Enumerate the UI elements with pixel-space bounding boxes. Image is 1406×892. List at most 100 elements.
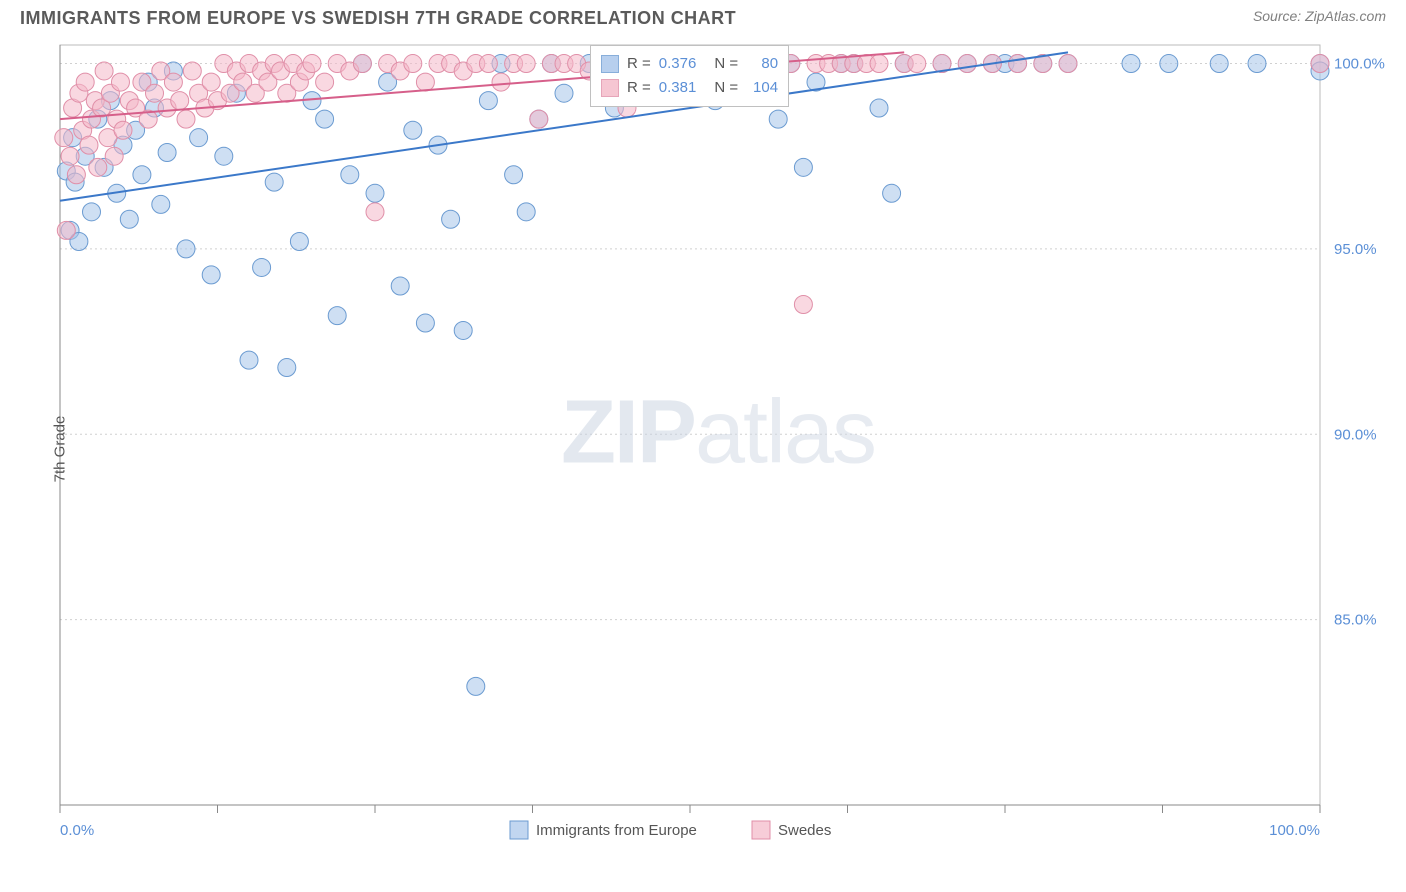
data-point <box>215 147 233 165</box>
data-point <box>870 55 888 73</box>
stats-row-immigrants: R = 0.376 N = 80 <box>601 52 778 76</box>
data-point <box>303 55 321 73</box>
data-point <box>505 166 523 184</box>
data-point <box>416 314 434 332</box>
data-point <box>1160 55 1178 73</box>
y-tick-label: 95.0% <box>1334 241 1377 258</box>
r-value: 0.381 <box>659 76 697 100</box>
data-point <box>479 55 497 73</box>
data-point <box>146 84 164 102</box>
data-point <box>76 73 94 91</box>
data-point <box>883 184 901 202</box>
data-point <box>517 55 535 73</box>
data-point <box>105 147 123 165</box>
data-point <box>120 210 138 228</box>
r-label: R = <box>627 76 651 100</box>
n-value: 104 <box>746 76 778 100</box>
data-point <box>133 166 151 184</box>
data-point <box>467 677 485 695</box>
bottom-legend: Immigrants from Europe Swedes <box>510 821 831 839</box>
data-point <box>492 73 510 91</box>
data-point <box>442 210 460 228</box>
data-point <box>177 110 195 128</box>
chart-title: IMMIGRANTS FROM EUROPE VS SWEDISH 7TH GR… <box>20 8 736 29</box>
data-point <box>95 62 113 80</box>
data-point <box>152 195 170 213</box>
data-point <box>202 266 220 284</box>
data-point <box>794 296 812 314</box>
legend-label: Swedes <box>778 822 831 839</box>
legend-swatch <box>752 821 770 839</box>
y-tick-label: 100.0% <box>1334 56 1385 73</box>
data-point <box>958 55 976 73</box>
data-point <box>1311 55 1329 73</box>
y-axis-label: 7th Grade <box>52 416 69 483</box>
data-point <box>366 203 384 221</box>
data-point <box>202 73 220 91</box>
chart-header: IMMIGRANTS FROM EUROPE VS SWEDISH 7TH GR… <box>0 0 1406 29</box>
data-point <box>183 62 201 80</box>
legend-swatch <box>601 55 619 73</box>
data-point <box>316 110 334 128</box>
series-immigrants <box>57 55 1329 696</box>
data-point <box>290 232 308 250</box>
y-tick-label: 85.0% <box>1334 612 1377 629</box>
data-point <box>341 166 359 184</box>
data-point <box>83 203 101 221</box>
x-tick-label: 100.0% <box>1269 822 1320 839</box>
data-point <box>353 55 371 73</box>
n-label: N = <box>714 76 738 100</box>
r-label: R = <box>627 52 651 76</box>
n-label: N = <box>714 52 738 76</box>
data-point <box>89 158 107 176</box>
data-point <box>190 129 208 147</box>
y-tick-label: 90.0% <box>1334 426 1377 443</box>
data-point <box>164 73 182 91</box>
data-point <box>404 55 422 73</box>
data-point <box>769 110 787 128</box>
data-point <box>240 351 258 369</box>
n-value: 80 <box>746 52 778 76</box>
data-point <box>454 321 472 339</box>
data-point <box>870 99 888 117</box>
data-point <box>517 203 535 221</box>
data-point <box>479 92 497 110</box>
data-point <box>171 92 189 110</box>
stats-legend: R = 0.376 N = 80 R = 0.381 N = 104 <box>590 45 789 107</box>
legend-label: Immigrants from Europe <box>536 822 697 839</box>
data-point <box>1059 55 1077 73</box>
data-point <box>177 240 195 258</box>
data-point <box>158 144 176 162</box>
chart-source: Source: ZipAtlas.com <box>1253 8 1386 24</box>
data-point <box>114 121 132 139</box>
data-point <box>80 136 98 154</box>
data-point <box>61 147 79 165</box>
x-tick-label: 0.0% <box>60 822 94 839</box>
data-point <box>1248 55 1266 73</box>
legend-swatch <box>601 79 619 97</box>
r-value: 0.376 <box>659 52 697 76</box>
data-point <box>253 258 271 276</box>
data-point <box>908 55 926 73</box>
chart-area: 7th Grade ZIPatlas 85.0%90.0%95.0%100.0%… <box>50 39 1386 859</box>
data-point <box>1210 55 1228 73</box>
data-point <box>67 166 85 184</box>
legend-swatch <box>510 821 528 839</box>
data-point <box>555 84 573 102</box>
scatter-chart: 85.0% 90.0% 95.0% 100.0% 0.0% 100.0% Immigrant… <box>50 39 1386 859</box>
stats-row-swedes: R = 0.381 N = 104 <box>601 76 778 100</box>
data-point <box>328 307 346 325</box>
data-point <box>278 359 296 377</box>
data-point <box>265 173 283 191</box>
data-point <box>316 73 334 91</box>
data-point <box>391 277 409 295</box>
data-point <box>416 73 434 91</box>
data-point <box>111 73 129 91</box>
data-point <box>530 110 548 128</box>
data-point <box>55 129 73 147</box>
data-point <box>1009 55 1027 73</box>
data-point <box>794 158 812 176</box>
data-point <box>366 184 384 202</box>
data-point <box>57 221 75 239</box>
data-point <box>404 121 422 139</box>
